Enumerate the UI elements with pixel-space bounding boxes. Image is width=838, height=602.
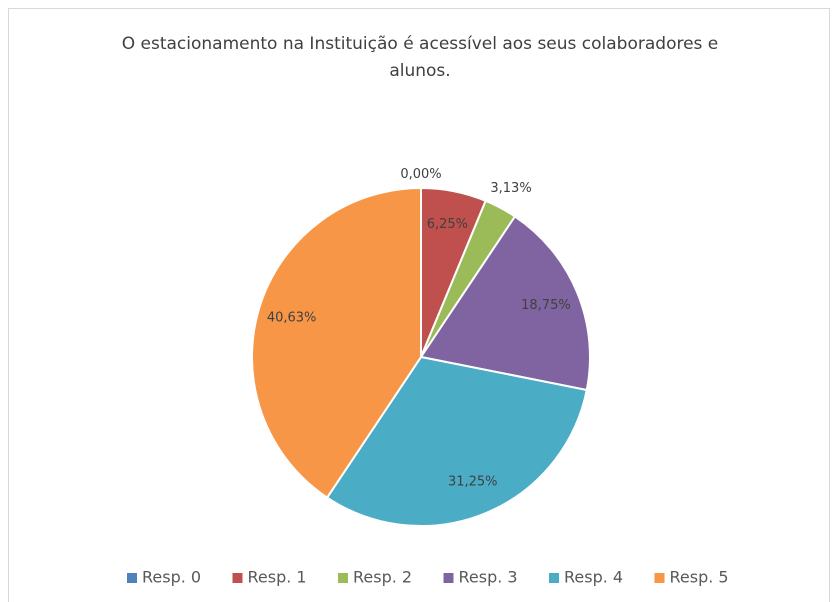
- data-label: 0,00%: [400, 167, 441, 182]
- legend-label: Resp. 2: [353, 568, 412, 587]
- legend-label: Resp. 0: [142, 568, 201, 587]
- pie-slice: [251, 186, 422, 499]
- legend-swatch: [654, 573, 665, 583]
- legend-label: Resp. 4: [564, 568, 623, 587]
- legend-swatch: [549, 573, 559, 583]
- legend-label: Resp. 5: [670, 568, 729, 587]
- data-label: 18,75%: [521, 298, 571, 313]
- legend-swatch: [232, 573, 243, 583]
- chart-title: O estacionamento na Instituição é acessí…: [121, 34, 719, 81]
- data-label: 31,25%: [448, 474, 498, 489]
- legend-label: Resp. 1: [248, 568, 307, 587]
- pie-slice: [419, 215, 591, 392]
- data-label: 6,25%: [427, 217, 468, 232]
- legend-swatch: [443, 573, 454, 583]
- legend-swatch: [338, 573, 348, 583]
- legend-label: Resp. 3: [459, 568, 518, 587]
- data-label: 40,63%: [267, 310, 317, 325]
- pie-slice: [325, 355, 588, 527]
- data-label: 3,13%: [490, 181, 531, 196]
- legend-swatch: [127, 573, 137, 583]
- chart-frame: [8, 8, 830, 602]
